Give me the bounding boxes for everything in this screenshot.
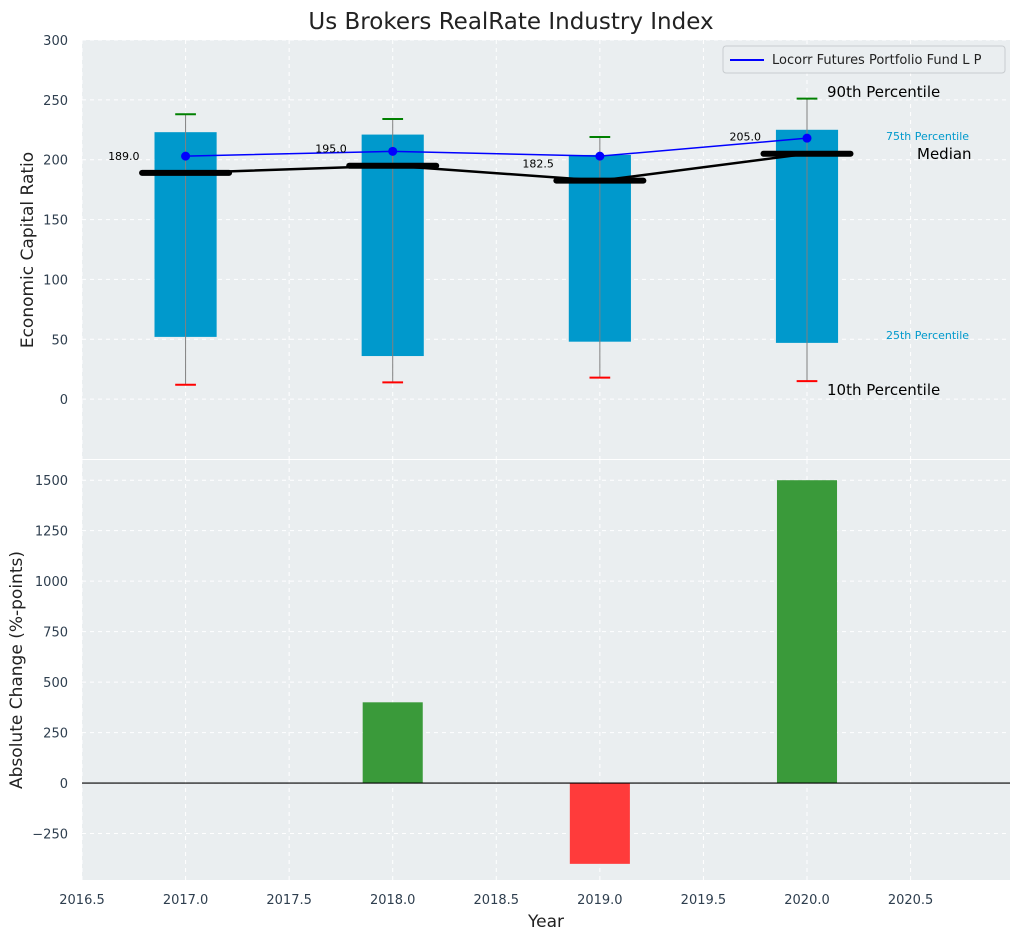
median-value-label: 205.0 xyxy=(730,131,762,144)
x-tick-labels: 2016.5 2017.0 2017.5 2018.0 2018.5 2019.0 2019… xyxy=(59,893,933,908)
x-tick-label: 2019.0 xyxy=(577,893,623,908)
bottom-y-tick-label: 750 xyxy=(43,626,68,641)
top-y-tick-labels: 0 50 100 150 200 250 300 xyxy=(43,34,68,408)
bottom-y-tick-label: 1000 xyxy=(35,575,68,590)
legend-box xyxy=(722,45,1006,74)
top-y-tick-label: 50 xyxy=(51,333,68,348)
series-line xyxy=(185,137,808,157)
change-bar xyxy=(362,702,423,784)
chart-title: Us Brokers RealRate Industry Index xyxy=(308,9,713,35)
bottom-y-tick-label: 250 xyxy=(43,727,68,742)
top-y-tick-label: 250 xyxy=(43,94,68,109)
annotation-75th-percentile: 75th Percentile xyxy=(886,130,969,143)
annotation-median: Median xyxy=(917,145,972,163)
change-bar xyxy=(569,783,630,864)
top-y-tick-label: 200 xyxy=(43,154,68,169)
bottom-y-axis-label: Absolute Change (%-points) xyxy=(7,551,27,789)
change-bar xyxy=(776,480,838,784)
top-y-tick-label: 150 xyxy=(43,214,68,229)
x-axis-label: Year xyxy=(527,912,564,932)
series-point xyxy=(181,151,191,161)
legend-label: Locorr Futures Portfolio Fund L P xyxy=(772,53,982,68)
median-value-label: 182.5 xyxy=(522,158,554,171)
bottom-y-tick-label: 1500 xyxy=(35,474,68,489)
x-tick-label: 2018.0 xyxy=(370,893,416,908)
bottom-plot-area xyxy=(82,460,1010,880)
bottom-y-tick-label: 1250 xyxy=(35,525,68,540)
x-tick-label: 2018.5 xyxy=(474,893,520,908)
x-tick-label: 2020.5 xyxy=(888,893,934,908)
series-point xyxy=(802,133,812,143)
top-y-tick-label: 100 xyxy=(43,273,68,288)
bottom-y-tick-label: 500 xyxy=(43,676,68,691)
x-tick-label: 2017.0 xyxy=(163,893,209,908)
top-y-tick-label: 0 xyxy=(60,393,68,408)
annotation-25th-percentile: 25th Percentile xyxy=(886,329,969,342)
top-y-axis-label: Economic Capital Ratio xyxy=(18,152,38,348)
top-plot-area xyxy=(82,40,1010,459)
bottom-y-tick-label: −250 xyxy=(32,828,68,843)
bottom-y-tick-labels: −250 0 250 500 750 1000 1250 1500 xyxy=(32,474,68,842)
x-tick-label: 2017.5 xyxy=(266,893,312,908)
median-value-label: 195.0 xyxy=(315,143,347,156)
x-tick-label: 2016.5 xyxy=(59,893,105,908)
legend: Locorr Futures Portfolio Fund L P xyxy=(722,45,1006,74)
series-point xyxy=(388,146,398,156)
top-y-tick-label: 300 xyxy=(43,34,68,49)
bottom-marks xyxy=(82,480,1010,864)
top-marks: 189.0 195.0 182.5 205.0 xyxy=(108,97,854,386)
median-value-label: 189.0 xyxy=(108,150,140,163)
median-trend-line xyxy=(185,152,808,182)
bottom-y-tick-label: 0 xyxy=(60,777,68,792)
series-point xyxy=(595,151,605,161)
x-tick-label: 2019.5 xyxy=(681,893,727,908)
annotation-90th-percentile: 90th Percentile xyxy=(827,83,940,101)
x-tick-label: 2020.0 xyxy=(784,893,830,908)
annotation-10th-percentile: 10th Percentile xyxy=(827,381,940,399)
